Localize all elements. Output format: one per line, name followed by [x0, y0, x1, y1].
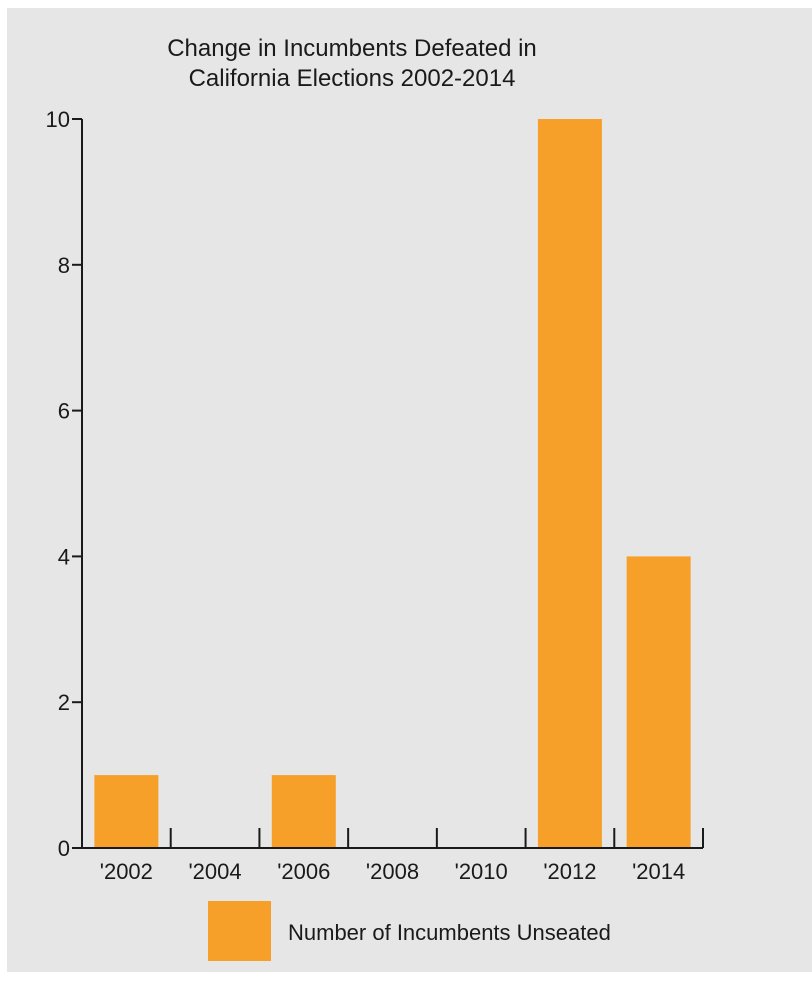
x-tick-label-1: '2004 — [188, 859, 241, 884]
chart-title-line-1: Change in Incumbents Defeated in — [167, 35, 537, 62]
bars-group — [94, 119, 691, 848]
y-tick-label-3: 6 — [58, 399, 70, 424]
y-tick-label-2: 4 — [58, 544, 70, 569]
y-tick-label-0: 0 — [58, 836, 70, 861]
x-tick-label-2: '2006 — [277, 859, 330, 884]
y-axis-ticks: 0 2 4 6 8 10 — [46, 107, 82, 861]
chart-title-line-2: California Elections 2002-2014 — [189, 65, 516, 92]
legend-swatch — [208, 901, 271, 961]
bar-5 — [537, 119, 602, 848]
bar-2 — [271, 775, 336, 848]
y-tick-label-1: 2 — [58, 690, 70, 715]
x-tick-label-0: '2002 — [100, 859, 153, 884]
x-tick-label-5: '2012 — [543, 859, 596, 884]
bar-0 — [94, 775, 159, 848]
x-axis-ticks: '2002 '2004 '2006 '2008 '2010 '2012 '2014 — [100, 828, 704, 884]
bar-6 — [626, 556, 691, 848]
axes-group — [81, 119, 703, 849]
y-tick-label-5: 10 — [46, 107, 70, 132]
x-tick-label-6: '2014 — [632, 859, 685, 884]
x-tick-label-4: '2010 — [455, 859, 508, 884]
x-tick-label-3: '2008 — [366, 859, 419, 884]
y-tick-label-4: 8 — [58, 253, 70, 278]
legend-label: Number of Incumbents Unseated — [288, 920, 611, 945]
